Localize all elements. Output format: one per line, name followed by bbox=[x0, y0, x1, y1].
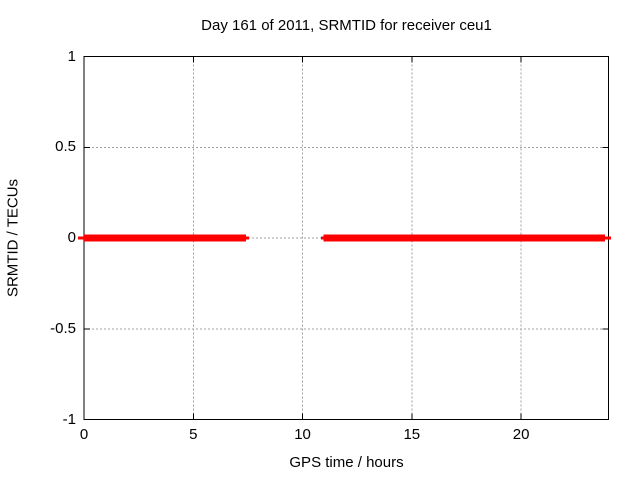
chart-title: Day 161 of 2011, SRMTID for receiver ceu… bbox=[201, 17, 492, 34]
y-tick-label: -0.5 bbox=[50, 319, 76, 337]
x-tick-label: 15 bbox=[403, 426, 421, 443]
x-tick-label: 0 bbox=[79, 426, 89, 443]
y-tick-label: 0.5 bbox=[55, 138, 76, 156]
x-tick-label: 10 bbox=[294, 426, 311, 443]
y-tick-label: 1 bbox=[67, 47, 76, 65]
x-tick-label: 20 bbox=[512, 426, 530, 443]
y-tick-label: 0 bbox=[67, 229, 76, 246]
x-tick-label: 5 bbox=[189, 426, 198, 443]
y-tick-label: -1 bbox=[62, 410, 76, 428]
x-axis-label: GPS time / hours bbox=[289, 454, 404, 471]
